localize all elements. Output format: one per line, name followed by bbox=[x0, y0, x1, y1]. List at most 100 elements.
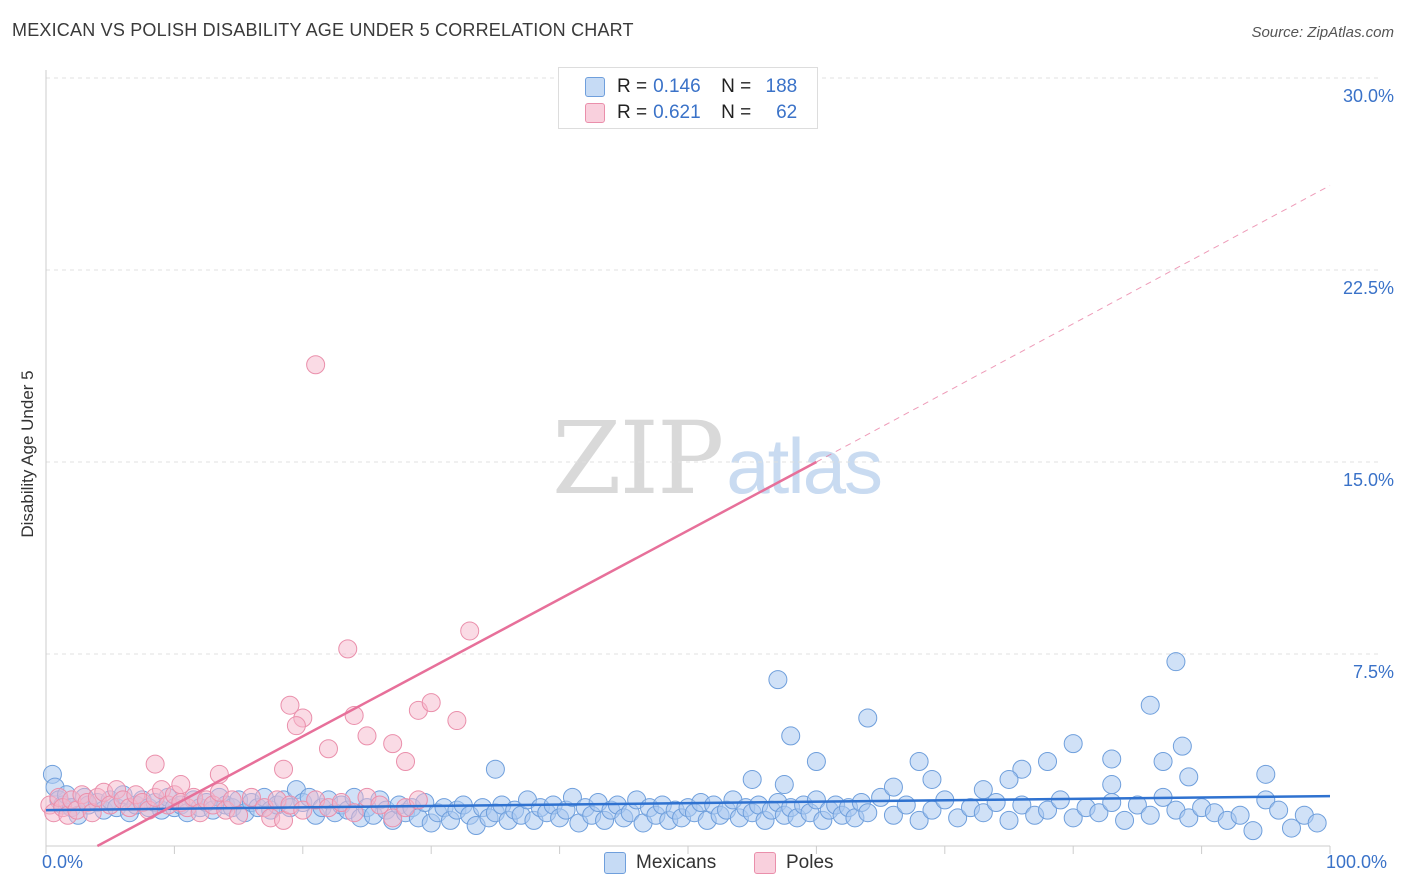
point-mexicans bbox=[1140, 805, 1160, 825]
point-poles bbox=[293, 800, 313, 820]
point-poles bbox=[396, 752, 416, 772]
y-axis-label: Disability Age Under 5 bbox=[18, 370, 37, 538]
y-tick-label: 22.5% bbox=[1342, 278, 1394, 298]
point-poles bbox=[370, 795, 390, 815]
point-poles bbox=[344, 803, 364, 823]
point-mexicans bbox=[909, 810, 929, 830]
legend-r-label: R = bbox=[617, 76, 648, 97]
point-mexicans bbox=[922, 769, 942, 789]
point-mexicans bbox=[909, 752, 929, 772]
y-tick-label: 30.0% bbox=[1342, 86, 1394, 106]
point-poles bbox=[241, 787, 261, 807]
point-poles bbox=[280, 695, 300, 715]
gridlines bbox=[46, 77, 1380, 655]
point-mexicans bbox=[1063, 734, 1083, 754]
legend-n-label: N = bbox=[721, 102, 752, 123]
point-mexicans bbox=[1307, 813, 1327, 833]
point-mexicans bbox=[806, 752, 826, 772]
point-mexicans bbox=[1269, 800, 1289, 820]
point-mexicans bbox=[896, 795, 916, 815]
trend-lines bbox=[45, 185, 1331, 848]
point-mexicans bbox=[1179, 767, 1199, 787]
legend-swatch-mexicans bbox=[585, 77, 605, 97]
axes bbox=[45, 70, 1331, 854]
legend-item-mexicans: Mexicans bbox=[604, 852, 716, 874]
point-poles bbox=[460, 621, 480, 641]
legend-n-label: N = bbox=[721, 76, 752, 97]
point-poles bbox=[447, 711, 467, 731]
point-mexicans bbox=[1102, 749, 1122, 769]
point-mexicans bbox=[1281, 818, 1301, 838]
point-poles bbox=[357, 726, 377, 746]
swatch-poles bbox=[754, 852, 776, 874]
point-poles bbox=[145, 754, 165, 774]
stats-legend: R = 0.146 N = 188 R = 0.621 N = 62 bbox=[558, 67, 818, 129]
point-poles bbox=[171, 775, 191, 795]
point-poles bbox=[274, 759, 294, 779]
point-poles bbox=[229, 805, 249, 825]
point-mexicans bbox=[806, 790, 826, 810]
point-mexicans bbox=[1172, 736, 1192, 756]
point-poles bbox=[421, 693, 441, 713]
point-mexicans bbox=[781, 726, 801, 746]
point-mexicans bbox=[562, 787, 582, 807]
point-mexicans bbox=[883, 805, 903, 825]
series-poles bbox=[40, 101, 717, 830]
point-mexicans bbox=[1089, 803, 1109, 823]
point-poles bbox=[383, 808, 403, 828]
point-mexicans bbox=[1115, 810, 1135, 830]
y-tick-label: 15.0% bbox=[1342, 470, 1394, 490]
swatch-mexicans bbox=[604, 852, 626, 874]
point-mexicans bbox=[999, 769, 1019, 789]
point-mexicans bbox=[1243, 821, 1263, 841]
point-mexicans bbox=[1063, 808, 1083, 828]
legend-n-value: 188 bbox=[765, 76, 798, 97]
point-poles bbox=[338, 639, 358, 659]
point-poles bbox=[306, 355, 326, 375]
legend-swatch-poles bbox=[585, 103, 605, 123]
trend-mexicans bbox=[45, 794, 1331, 812]
trend-poles-extrapolated bbox=[816, 185, 1331, 463]
point-poles bbox=[383, 734, 403, 754]
chart-title: MEXICAN VS POLISH DISABILITY AGE UNDER 5… bbox=[12, 20, 634, 40]
point-mexicans bbox=[1140, 695, 1160, 715]
source-label: Source: ZipAtlas.com bbox=[1251, 24, 1394, 41]
point-mexicans bbox=[742, 769, 762, 789]
point-poles bbox=[318, 739, 338, 759]
point-mexicans bbox=[485, 759, 505, 779]
legend-r-value: 0.146 bbox=[653, 76, 701, 97]
watermark: ZIPatlas bbox=[552, 400, 883, 517]
point-mexicans bbox=[973, 780, 993, 800]
legend-label-poles: Poles bbox=[786, 852, 834, 873]
point-mexicans bbox=[948, 808, 968, 828]
point-mexicans bbox=[973, 803, 993, 823]
point-mexicans bbox=[1038, 800, 1058, 820]
watermark-zip: ZIP bbox=[552, 400, 724, 517]
point-mexicans bbox=[1102, 792, 1122, 812]
x-tick-min: 0.0% bbox=[42, 852, 84, 872]
point-mexicans bbox=[883, 777, 903, 797]
point-mexicans bbox=[1038, 752, 1058, 772]
legend-n-value: 62 bbox=[776, 102, 798, 123]
point-mexicans bbox=[986, 792, 1006, 812]
legend-item-poles: Poles bbox=[754, 852, 834, 874]
point-mexicans bbox=[774, 775, 794, 795]
point-poles bbox=[286, 716, 306, 736]
point-mexicans bbox=[1256, 790, 1276, 810]
trend-poles bbox=[96, 460, 817, 848]
legend-row-poles: R = 0.621 N = 62 bbox=[585, 101, 797, 125]
y-tick-label: 7.5% bbox=[1352, 662, 1394, 682]
point-mexicans bbox=[1012, 759, 1032, 779]
point-mexicans bbox=[999, 810, 1019, 830]
x-tick-max: 100.0% bbox=[1326, 852, 1388, 872]
point-mexicans bbox=[1102, 775, 1122, 795]
legend-label-mexicans: Mexicans bbox=[636, 852, 717, 873]
point-mexicans bbox=[1230, 805, 1250, 825]
point-mexicans bbox=[1166, 652, 1186, 672]
point-mexicans bbox=[768, 670, 788, 690]
legend-r-value: 0.621 bbox=[653, 102, 701, 123]
point-mexicans bbox=[1153, 752, 1173, 772]
point-poles bbox=[408, 790, 428, 810]
point-mexicans bbox=[858, 708, 878, 728]
